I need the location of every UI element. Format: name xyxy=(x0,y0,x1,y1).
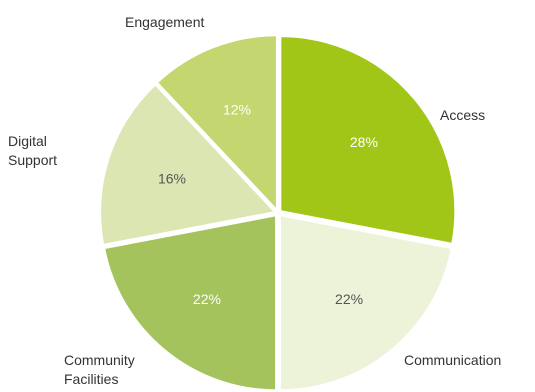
pie-category-label-access: Access xyxy=(440,107,485,123)
pie-slice-access xyxy=(279,35,457,246)
pie-value-label-access: 28% xyxy=(350,134,378,150)
pie-category-label-community-facilities: Community Facilities xyxy=(64,352,135,387)
pie-category-label-digital-support: Digital Support xyxy=(8,133,57,168)
pie-category-labels: Access Communication Community Facilities Di… xyxy=(8,14,501,387)
pie-value-label-communication: 22% xyxy=(335,291,363,307)
pie-value-label-digital-support: 16% xyxy=(158,171,186,187)
pie-slice-engagement xyxy=(155,34,278,213)
pie-category-label-engagement: Engagement xyxy=(125,14,205,30)
pie-value-labels: 28% 22% 22% 16% 12% xyxy=(158,101,378,307)
pie-value-label-engagement: 12% xyxy=(223,101,251,117)
pie-slices xyxy=(99,34,457,392)
pie-category-label-communication: Communication xyxy=(404,352,501,368)
pie-slice-community-facilities xyxy=(103,214,278,392)
pie-slice-digital-support xyxy=(99,83,278,247)
pie-value-label-community-facilities: 22% xyxy=(193,291,221,307)
pie-slice-communication xyxy=(278,214,453,392)
